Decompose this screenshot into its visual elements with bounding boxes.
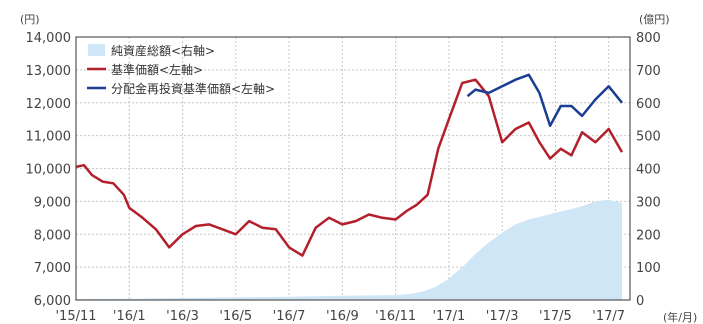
- left-tick-label: 12,000: [26, 97, 72, 112]
- left-tick-label: 14,000: [26, 31, 72, 46]
- x-axis-unit: (年/月): [663, 310, 697, 324]
- x-tick-label: '16/7: [273, 309, 306, 324]
- line-layer: [75, 73, 624, 257]
- x-tick-label: '17/1: [432, 309, 465, 324]
- legend-swatch-nav: [88, 44, 105, 56]
- left-tick-label: 6,000: [34, 294, 71, 309]
- left-tick-label: 13,000: [26, 64, 72, 79]
- left-tick-label: 9,000: [34, 195, 71, 210]
- base-line-series: [75, 78, 624, 257]
- x-tick-label: '16/5: [219, 309, 252, 324]
- legend-label-nav: 純資産総額<右軸>: [111, 43, 215, 58]
- nav-area-series: [76, 199, 623, 300]
- right-tick-label: 400: [636, 163, 661, 178]
- x-tick-label: '16/9: [326, 309, 359, 324]
- reinv-line-series: [466, 73, 623, 128]
- left-axis-ticks: 14,000 13,000 12,000 11,000 10,000 9,000 8,000…: [26, 31, 72, 309]
- legend-label-base: 基準価額<左軸>: [111, 62, 203, 77]
- left-tick-label: 8,000: [34, 228, 71, 243]
- right-tick-label: 200: [636, 228, 661, 243]
- right-tick-label: 300: [636, 195, 661, 210]
- x-tick-label: '15/11: [55, 309, 96, 324]
- left-axis-unit: (円): [20, 13, 40, 26]
- right-tick-label: 800: [636, 31, 661, 46]
- legend: 純資産総額<右軸> 基準価額<左軸> 分配金再投資基準価額<左軸>: [87, 43, 275, 96]
- plot-frame: [75, 36, 631, 301]
- x-tick-label: '16/3: [166, 309, 199, 324]
- right-tick-label: 700: [636, 64, 661, 79]
- grid: [76, 37, 630, 300]
- left-tick-label: 11,000: [26, 130, 72, 145]
- right-tick-label: 100: [636, 261, 661, 276]
- axes: [75, 36, 631, 301]
- x-tick-label: '17/7: [592, 309, 625, 324]
- nav-area-layer: [76, 199, 623, 300]
- right-tick-label: 600: [636, 97, 661, 112]
- legend-label-reinv: 分配金再投資基準価額<左軸>: [111, 81, 275, 96]
- right-tick-label: 500: [636, 130, 661, 145]
- x-axis-ticks: '15/11 '16/1 '16/3 '16/5 '16/7 '16/9 '16/11 '17…: [55, 309, 625, 324]
- right-axis-unit: (億円): [639, 13, 670, 26]
- left-tick-label: 10,000: [26, 163, 72, 178]
- x-tick-label: '17/5: [539, 309, 572, 324]
- x-tick-label: '16/11: [375, 309, 416, 324]
- x-tick-label: '16/1: [113, 309, 146, 324]
- left-tick-label: 7,000: [34, 261, 71, 276]
- x-tick-label: '17/3: [486, 309, 519, 324]
- right-tick-label: 0: [636, 294, 644, 309]
- right-axis-ticks: 800 700 600 500 400 300 200 100 0: [636, 31, 661, 309]
